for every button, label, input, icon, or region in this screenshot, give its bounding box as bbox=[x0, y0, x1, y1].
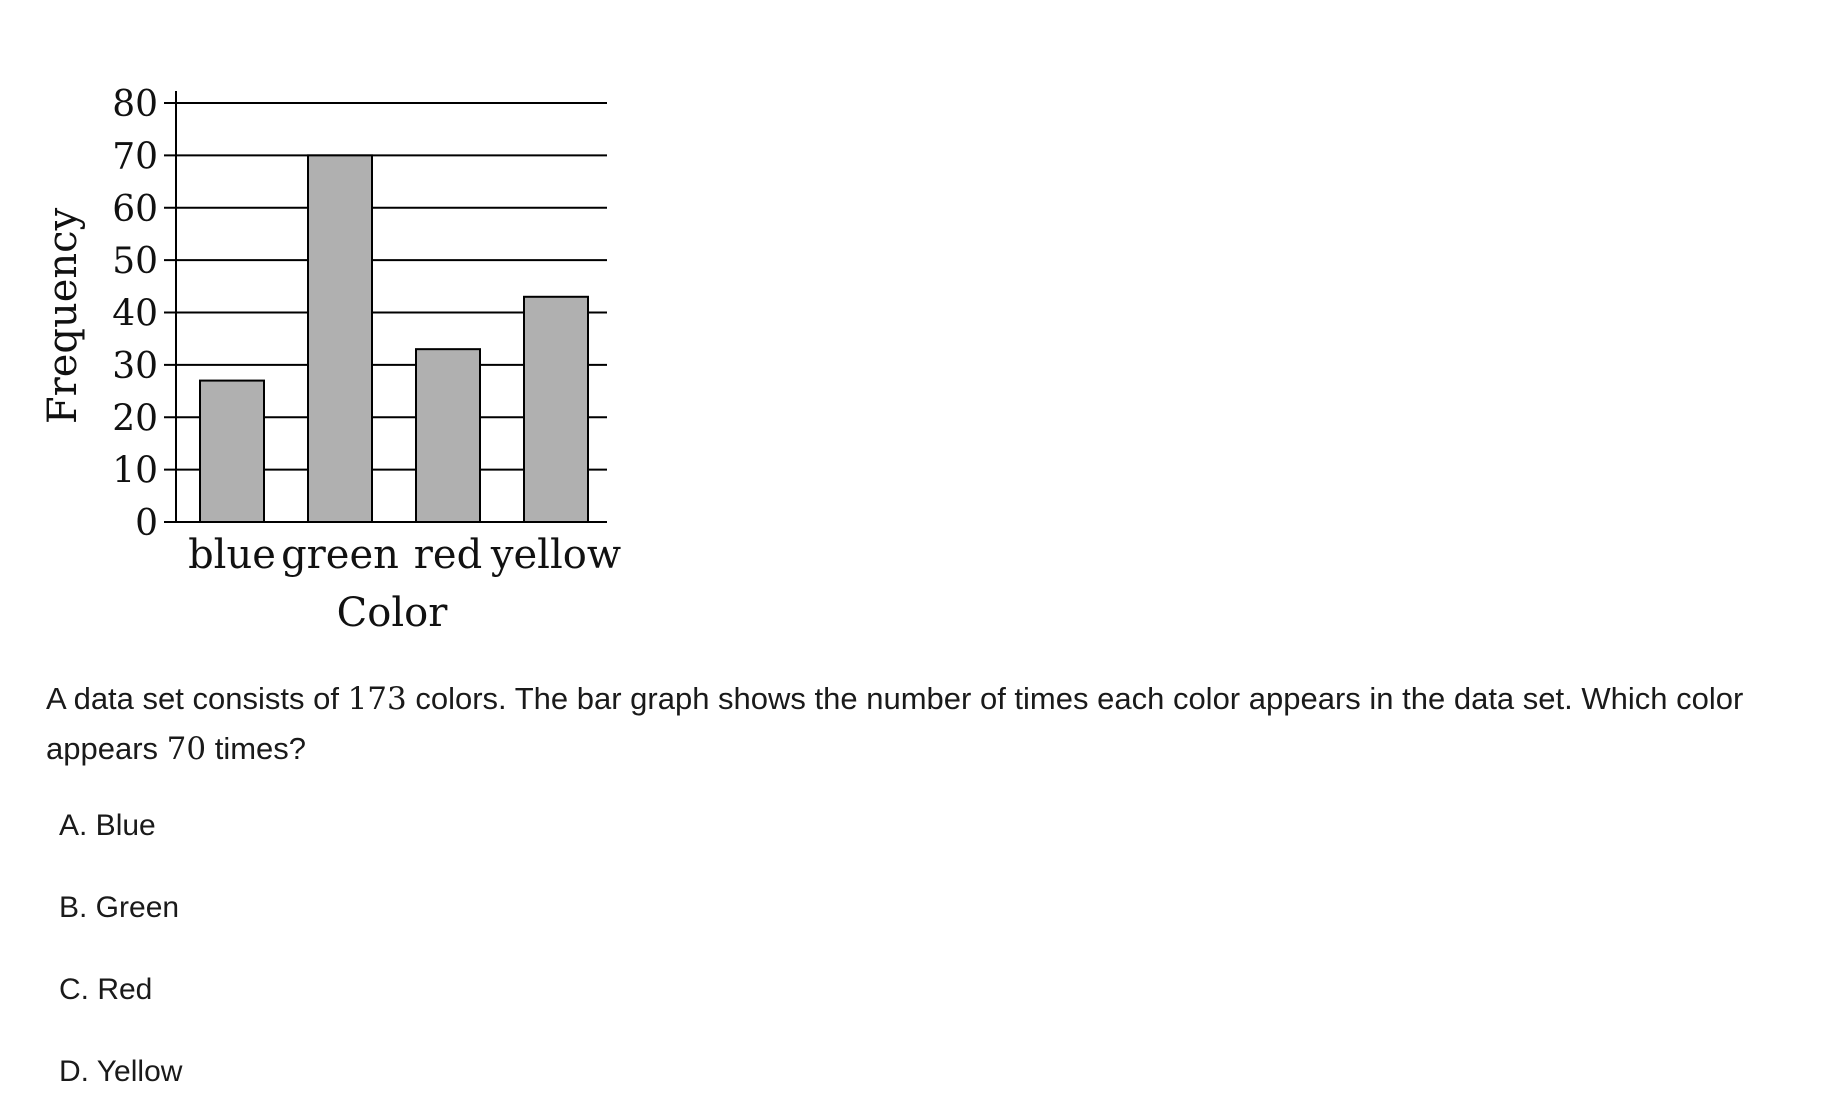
y-tick-label: 60 bbox=[112, 189, 158, 230]
choice-b[interactable]: B. Green bbox=[59, 891, 180, 924]
y-tick-label: 40 bbox=[112, 294, 158, 335]
y-tick-label: 70 bbox=[112, 136, 158, 177]
x-tick-label-yellow: yellow bbox=[490, 532, 621, 578]
choice-c[interactable]: C. Red bbox=[59, 973, 153, 1006]
bars bbox=[199, 154, 589, 523]
question-part-3: times? bbox=[206, 731, 307, 766]
y-tick-label: 10 bbox=[112, 451, 158, 492]
bar-chart: 0 10 20 30 40 50 60 70 80 blue green red yellow Col… bbox=[40, 84, 621, 636]
question-total: 173 bbox=[347, 681, 407, 717]
question-count: 70 bbox=[166, 731, 207, 767]
y-tick-label: 20 bbox=[112, 398, 158, 439]
y-ticks: 0 10 20 30 40 50 60 70 80 bbox=[112, 84, 176, 544]
x-tick-label-blue: blue bbox=[188, 532, 276, 578]
y-tick-label: 0 bbox=[135, 503, 158, 544]
question-part-1: A data set consists of bbox=[46, 681, 348, 716]
x-axis-title: Color bbox=[337, 590, 449, 636]
question-part-2: colors. The bar graph shows the number o… bbox=[46, 681, 1744, 766]
bar-red bbox=[415, 348, 481, 523]
bar-green bbox=[307, 154, 373, 523]
x-tick-labels: blue green red yellow bbox=[188, 532, 621, 578]
x-tick-label-red: red bbox=[414, 532, 482, 578]
y-axis-title: Frequency bbox=[40, 207, 86, 424]
choice-d[interactable]: D. Yellow bbox=[59, 1055, 183, 1088]
bar-yellow bbox=[523, 295, 589, 523]
question-text: A data set consists of 173 colors. The b… bbox=[46, 674, 1806, 774]
bar-blue bbox=[199, 379, 265, 523]
x-tick-label-green: green bbox=[281, 532, 399, 578]
y-tick-label: 50 bbox=[112, 241, 158, 282]
choice-a[interactable]: A. Blue bbox=[59, 809, 156, 842]
y-tick-label: 80 bbox=[112, 84, 158, 125]
y-tick-label: 30 bbox=[112, 346, 158, 387]
